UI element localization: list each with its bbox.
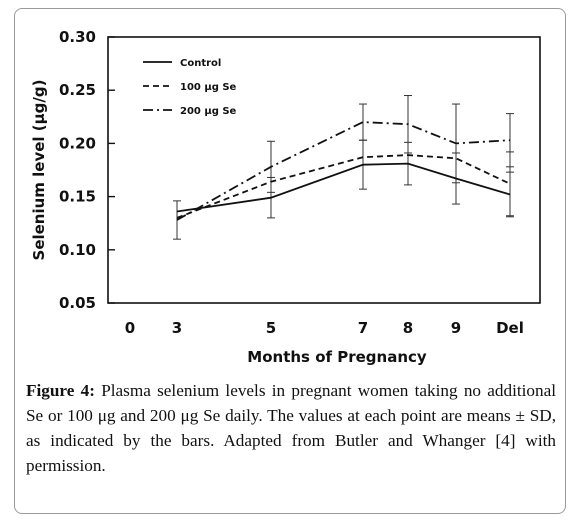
legend-label-2: 200 μg Se <box>180 106 237 117</box>
plot-frame <box>107 36 541 304</box>
caption-text: Plasma selenium levels in pregnant women… <box>26 381 557 475</box>
caption-label: Figure 4: <box>26 381 95 400</box>
x-tick-label: 0 <box>125 319 135 337</box>
series-line-0 <box>176 162 511 213</box>
y-tick-label: 0.20 <box>59 134 96 152</box>
figure-caption: Figure 4: Plasma selenium levels in preg… <box>26 378 556 478</box>
y-tick-label: 0.05 <box>59 294 96 312</box>
series-line-1 <box>176 154 511 219</box>
y-axis-title: Selenium level (μg/g) <box>30 80 48 261</box>
x-tick-label: 3 <box>172 319 182 337</box>
x-tick-label: 8 <box>403 319 413 337</box>
legend-label-0: Control <box>180 58 221 69</box>
y-tick-label: 0.30 <box>59 28 96 46</box>
x-tick-label: 9 <box>451 319 461 337</box>
x-tick-label: 7 <box>358 319 368 337</box>
y-tick-label: 0.10 <box>59 241 96 259</box>
figure-frame <box>14 8 566 514</box>
line-chart: 0.05 0.10 0.15 0.20 0.25 0.30 0 3 5 7 8 9 Del Months … <box>30 28 541 366</box>
x-tick-label: 5 <box>266 319 276 337</box>
y-tick-label: 0.25 <box>59 81 96 99</box>
x-tick-label: Del <box>496 319 524 337</box>
x-axis-title: Months of Pregnancy <box>247 348 427 366</box>
y-tick-label: 0.15 <box>59 188 96 206</box>
legend-label-1: 100 μg Se <box>180 82 237 93</box>
